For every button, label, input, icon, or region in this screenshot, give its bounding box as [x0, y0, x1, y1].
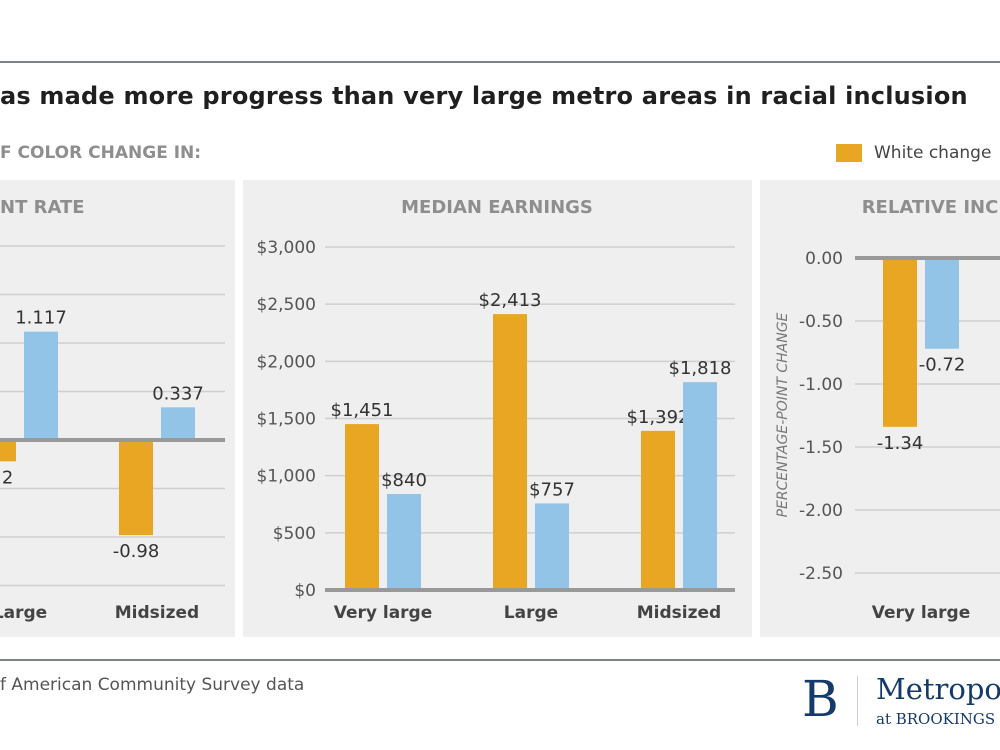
data-label: $2,413 [479, 290, 542, 311]
bar-series-2 [24, 331, 58, 440]
y-tick-label: $1,500 [257, 410, 316, 430]
y-tick-label: $0 [294, 581, 316, 601]
y-tick-label: $1,000 [257, 467, 316, 487]
data-label: .22 [0, 467, 13, 488]
category-label: Large [0, 603, 47, 623]
y-tick-label: -0.50 [799, 312, 843, 332]
data-label: $757 [529, 479, 575, 500]
bar-series-2 [925, 258, 959, 349]
category-label: Midsized [115, 603, 199, 623]
y-tick-label: $500 [273, 524, 316, 544]
data-label: $1,451 [331, 400, 394, 421]
y-tick-label: -1.50 [799, 438, 843, 458]
top-rule [0, 61, 1000, 63]
data-label: -1.34 [877, 433, 924, 454]
category-label: Very large [872, 603, 971, 623]
y-tick-label: -2.50 [799, 564, 843, 584]
bar-series-2 [387, 493, 421, 590]
data-label: $1,392 [627, 407, 690, 428]
chart-subtitle: F COLOR CHANGE IN: [0, 143, 202, 163]
panel-title: NT RATE [0, 197, 85, 218]
category-label: Midsized [637, 603, 721, 623]
chart-panel-1: NT RATE .22 1.117 Large -0.98 0.337 Midsized [0, 180, 235, 637]
bar-white-change [119, 440, 153, 536]
data-label: -0.98 [113, 541, 160, 562]
y-tick-label: 0.00 [805, 249, 843, 269]
logo-divider [857, 676, 858, 726]
source-note: f American Community Survey data [0, 675, 305, 695]
panel-title: RELATIVE INC [862, 197, 999, 218]
bar-white-change [493, 314, 527, 590]
bar-series-2 [161, 407, 195, 440]
legend-swatch-white-change [836, 144, 862, 162]
data-label: -0.72 [919, 355, 966, 376]
panel-title: MEDIAN EARNINGS [401, 197, 593, 218]
logo-mark: B [802, 670, 839, 728]
panel-background [760, 180, 1000, 637]
data-label: $840 [381, 470, 427, 491]
logo-name: Metropol [876, 672, 1000, 706]
data-label: 0.337 [152, 383, 204, 404]
data-label: $1,818 [669, 358, 732, 379]
y-tick-label: -1.00 [799, 375, 843, 395]
chart-panel-2: MEDIAN EARNINGS $0 $500 $1,000 $1,500 $2,000 $… [243, 180, 752, 637]
category-label: Very large [334, 603, 433, 623]
bar-series-2 [535, 503, 569, 590]
bar-white-change [641, 430, 675, 590]
bar-series-2 [683, 382, 717, 590]
y-tick-label: -2.00 [799, 501, 843, 521]
y-axis-title: PERCENTAGE-POINT CHANGE [775, 312, 791, 517]
y-tick-label: $2,000 [257, 352, 316, 372]
legend-label-white-change: White change [874, 143, 992, 163]
bar-white-change [0, 440, 16, 462]
legend: White change [836, 143, 991, 163]
bottom-rule [0, 659, 1000, 661]
bar-white-change [345, 424, 379, 590]
category-label: Large [504, 603, 558, 623]
chart-title: as made more progress than very large me… [0, 82, 968, 110]
y-tick-label: $2,500 [257, 295, 316, 315]
logo-sub: at BROOKINGS [876, 710, 996, 728]
chart-panel-3: RELATIVE INC 0.00 -0.50 -1.00 -1.50 -2.00 -2.5… [760, 180, 1000, 637]
y-tick-label: $3,000 [257, 238, 316, 258]
bar-white-change [883, 258, 917, 427]
data-label: 1.117 [15, 308, 67, 329]
